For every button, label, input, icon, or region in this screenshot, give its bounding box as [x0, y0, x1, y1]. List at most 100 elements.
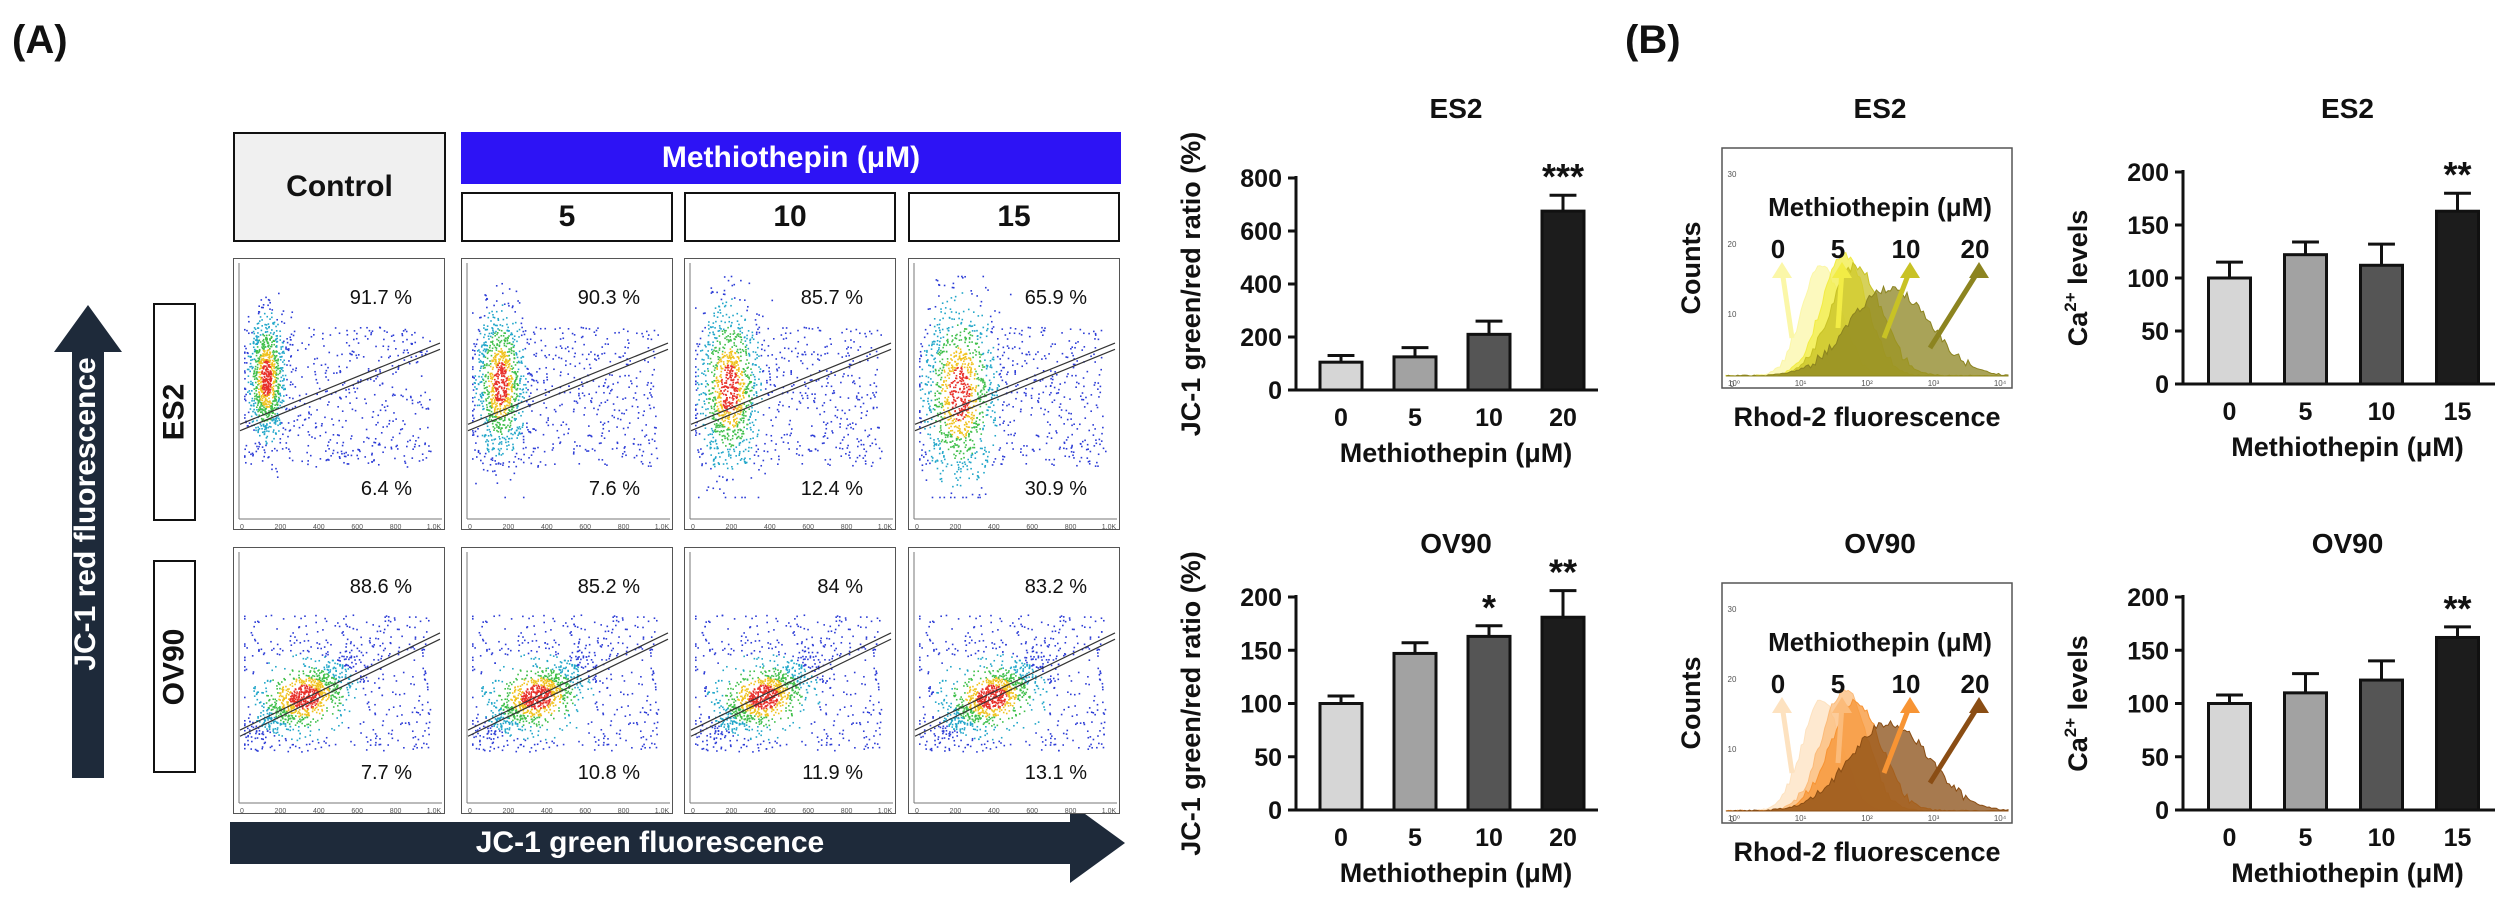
flow-event	[505, 426, 508, 428]
flow-event	[249, 365, 251, 368]
flow-event	[825, 427, 828, 430]
flow-event	[494, 460, 497, 462]
flow-event	[954, 369, 956, 372]
flow-event	[727, 428, 729, 431]
flow-event	[512, 361, 515, 363]
flow-event	[283, 363, 286, 366]
flow-event	[646, 397, 649, 400]
flow-event	[747, 384, 749, 387]
flow-event	[712, 417, 714, 420]
flow-event	[710, 427, 713, 430]
flow-event	[259, 361, 262, 364]
flow-event	[261, 446, 264, 448]
flow-event	[498, 358, 500, 360]
flow-event	[752, 363, 754, 365]
flow-event	[268, 378, 271, 381]
flow-event	[711, 387, 714, 389]
flow-event	[719, 456, 721, 458]
flow-event	[695, 358, 697, 360]
flow-event	[489, 365, 492, 368]
flow-event	[308, 406, 311, 408]
flow-event	[739, 394, 741, 397]
flow-event	[504, 412, 507, 415]
flow-event	[926, 384, 928, 386]
flow-event	[728, 455, 730, 457]
flow-event	[512, 350, 515, 353]
flow-event	[475, 392, 478, 395]
flow-event	[513, 417, 516, 420]
flow-event	[716, 409, 719, 412]
flow-event	[715, 376, 718, 379]
flow-event	[506, 400, 508, 402]
flow-event	[731, 370, 734, 373]
flow-event	[288, 408, 291, 411]
flow-event	[940, 352, 942, 355]
flow-event	[726, 378, 729, 380]
flow-event	[306, 451, 308, 454]
flow-event	[797, 340, 800, 343]
flow-event	[734, 372, 737, 375]
flow-event	[870, 332, 873, 335]
flow-event	[965, 410, 968, 412]
flow-event	[498, 399, 501, 401]
flow-event	[273, 370, 276, 373]
flow-event	[265, 440, 267, 443]
flow-event	[255, 361, 257, 363]
gate-line	[467, 348, 669, 432]
flow-event	[739, 411, 742, 413]
flow-event	[721, 302, 724, 305]
flow-event	[739, 333, 741, 336]
flow-event	[771, 424, 774, 427]
flow-event	[826, 422, 829, 425]
flow-event	[726, 437, 729, 439]
flow-event	[265, 326, 267, 329]
flow-event	[480, 361, 483, 363]
flow-event	[741, 440, 744, 443]
flow-event	[252, 403, 255, 405]
flow-event	[276, 403, 279, 406]
flow-event	[728, 372, 730, 375]
flow-event	[365, 402, 367, 405]
flow-event	[494, 324, 497, 327]
flow-event	[728, 320, 731, 323]
flow-event	[586, 450, 588, 452]
flow-event	[496, 324, 498, 327]
flow-event	[382, 451, 384, 454]
flow-event	[707, 434, 710, 436]
flow-event	[519, 379, 521, 382]
flow-event	[548, 354, 551, 356]
flow-event	[261, 399, 264, 402]
flow-event	[829, 338, 832, 340]
flow-event	[276, 476, 279, 478]
flow-event	[845, 355, 848, 357]
flow-event	[472, 397, 474, 399]
flow-event	[728, 355, 731, 357]
flow-event	[718, 395, 721, 398]
flow-event	[422, 459, 424, 461]
flow-event	[263, 355, 265, 357]
flow-event	[723, 405, 725, 407]
flow-event	[948, 367, 950, 370]
flow-event	[252, 420, 255, 422]
flow-event	[698, 433, 701, 435]
flow-event	[349, 360, 351, 362]
flow-event	[695, 432, 698, 434]
flow-event	[288, 348, 290, 350]
flow-event	[1066, 356, 1069, 359]
flow-event	[919, 440, 921, 443]
flow-event	[307, 431, 310, 433]
flow-event	[472, 434, 475, 436]
flow-event	[959, 476, 962, 479]
flow-event	[251, 352, 254, 355]
flow-event	[388, 356, 390, 359]
flow-event	[515, 393, 518, 395]
flow-event	[527, 403, 530, 406]
flow-event	[507, 401, 510, 404]
flow-event	[258, 368, 261, 370]
flow-event	[520, 414, 522, 417]
flow-event	[1063, 441, 1066, 444]
flow-event	[1011, 442, 1013, 444]
flow-event	[273, 437, 275, 440]
flow-event	[1094, 361, 1097, 363]
flow-event	[489, 335, 492, 338]
